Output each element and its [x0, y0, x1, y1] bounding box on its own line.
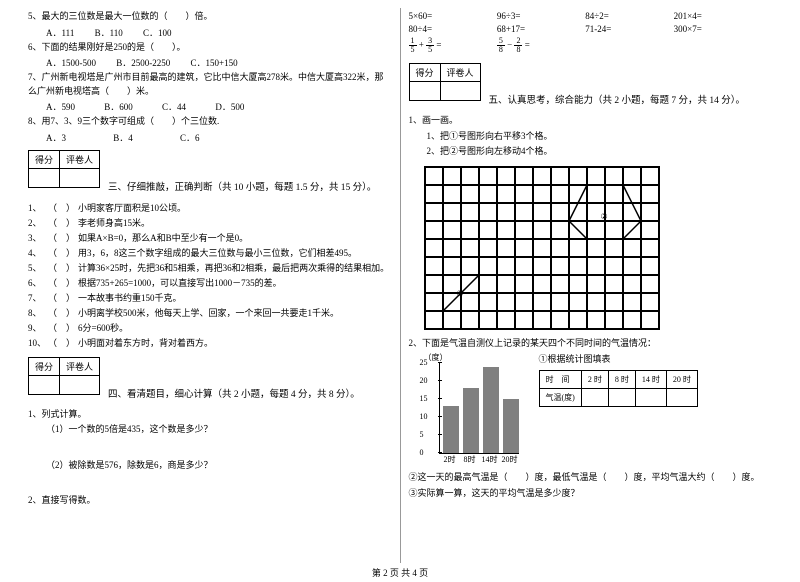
right-column: 5×60=96÷3=84÷2=201×4= 80÷4=68+17=71-24=30… [401, 8, 781, 563]
q4-2: 2、直接写得数。 [28, 494, 392, 508]
score-label: 得分 [29, 150, 60, 168]
calc-item: 71-24= [585, 24, 673, 34]
tf-list: 1、（ ）小明家客厅面积是10公顷。 2、（ ）李老师身高15米。 3、（ ）如果A… [28, 201, 392, 349]
tf-item: 5、（ ）计算36×25时，先把36和5相乘，再把36和2相乘，最后把两次乘得的… [28, 261, 392, 274]
tf-item: 3、（ ）如果A×B=0，那么A和B中至少有一个是0。 [28, 231, 392, 244]
table-block: ①根据统计图填表 时 间2 时8 时14 时20 时 气温(度) [539, 352, 698, 407]
bar [443, 406, 459, 453]
calc-item: 96÷3= [497, 11, 585, 21]
score-box: 得分评卷人 [409, 63, 481, 101]
q8: 8、用7、3、9三个数字可组成（ ）个三位数. [28, 115, 392, 129]
frac-expr: 58 − 28 = [497, 37, 585, 54]
bar [503, 399, 519, 453]
q4-1a: （1）一个数的5倍是435，这个数是多少？ [46, 423, 392, 437]
opt: A．3 [46, 133, 66, 143]
bar-chart: 0510152025 [439, 363, 519, 454]
reviewer-label: 评卷人 [60, 357, 100, 375]
q5: 5、最大的三位数是最大一位数的（ ）倍。 [28, 10, 392, 24]
q8-options: A．3 B．4 C．6 [46, 131, 392, 144]
opt: D．500 [215, 102, 244, 112]
opt: C．6 [180, 133, 200, 143]
q7: 7、广州新电视塔是广州市目前最高的建筑，它比中信大厦高278米。中信大厦高322… [28, 71, 392, 98]
chart-block: （度） 0510152025 2时8时14时20时 [409, 352, 519, 465]
calc-item: 5×60= [409, 11, 497, 21]
q6: 6、下面的结果刚好是250的是（ ）。 [28, 41, 392, 55]
left-column: 5、最大的三位数是最大一位数的（ ）倍。 A．111 B．110 C．100 6… [20, 8, 400, 563]
opt: B．600 [104, 102, 133, 112]
tf-item: 2、（ ）李老师身高15米。 [28, 216, 392, 229]
r-q2b: ②这一天的最高气温是（ ）度，最低气温是（ ）度，平均气温大约（ ）度。 [409, 471, 773, 485]
tf-item: 4、（ ）用3，6，8这三个数字组成的最大三位数与最小三位数，它们相差495。 [28, 246, 392, 259]
table-head: ①根据统计图填表 [539, 352, 698, 365]
chart-and-table: （度） 0510152025 2时8时14时20时 ①根据统计图填表 时 间2 … [409, 352, 773, 465]
r-q2c: ③实际算一算，这天的平均气温是多少度？ [409, 487, 773, 501]
calc-row: 80÷4=68+17=71-24=300×7= [409, 24, 763, 34]
r-q1: 1、画一画。 [409, 114, 773, 128]
tf-item: 7、（ ）一本故事书约重150千克。 [28, 291, 392, 304]
opt: A．111 [46, 28, 74, 38]
score-box: 得分评卷人 [28, 150, 100, 188]
section3-title: 三、仔细推敲，正确判断（共 10 小题，每题 1.5 分，共 15 分）。 [108, 179, 392, 193]
section4-title: 四、看清题目，细心计算（共 2 小题，每题 4 分，共 8 分）。 [108, 386, 392, 400]
opt: A．1500-500 [46, 58, 96, 68]
q7-options: A．590 B．600 C．44 D．500 [46, 100, 392, 113]
opt: C．150+150 [191, 58, 238, 68]
opt: B．2500-2250 [116, 58, 170, 68]
tf-item: 9、（ ）6分=600秒。 [28, 321, 392, 334]
grid-figure: ② ① [424, 166, 660, 330]
opt: C．44 [162, 102, 186, 112]
q6-options: A．1500-500 B．2500-2250 C．150+150 [46, 56, 392, 69]
section5-title: 五、认真思考，综合能力（共 2 小题，每题 7 分，共 14 分）。 [489, 92, 773, 106]
calc-row: 5×60=96÷3=84÷2=201×4= [409, 11, 763, 21]
opt: C．100 [143, 28, 172, 38]
bar [483, 367, 499, 453]
score-label: 得分 [409, 64, 440, 82]
calc-item: 68+17= [497, 24, 585, 34]
calc-item: 80÷4= [409, 24, 497, 34]
calc-rows: 5×60=96÷3=84÷2=201×4= 80÷4=68+17=71-24=30… [409, 11, 773, 34]
tf-item: 8、（ ）小明离学校500米，他每天上学、回家，一个来回一共要走1千米。 [28, 306, 392, 319]
q4-1: 1、列式计算。 [28, 408, 392, 422]
q5-options: A．111 B．110 C．100 [46, 26, 392, 39]
calc-item: 201×4= [674, 11, 762, 21]
tf-item: 1、（ ）小明家客厅面积是10公顷。 [28, 201, 392, 214]
bar [463, 388, 479, 453]
score-label: 得分 [29, 357, 60, 375]
data-table: 时 间2 时8 时14 时20 时 气温(度) [539, 370, 698, 407]
opt: B．110 [95, 28, 123, 38]
calc-item: 300×7= [674, 24, 762, 34]
page-container: 5、最大的三位数是最大一位数的（ ）倍。 A．111 B．110 C．100 6… [0, 0, 800, 563]
opt: A．590 [46, 102, 75, 112]
r-q2: 2、下面是气温自测仪上记录的某天四个不同时间的气温情况： [409, 337, 773, 351]
frac-expr: 15 + 35 = [409, 37, 497, 54]
score-box: 得分评卷人 [28, 357, 100, 395]
frac-row: 15 + 35 = 58 − 28 = [409, 37, 763, 54]
reviewer-label: 评卷人 [440, 64, 480, 82]
x-labels: 2时8时14时20时 [442, 454, 519, 465]
tf-item: 10、（ ）小明面对着东方时，背对着西方。 [28, 336, 392, 349]
tf-item: 6、（ ）根据735+265=1000，可以直接写出1000－735的差。 [28, 276, 392, 289]
r-q1b: 2、把②号图形向左移动4个格。 [427, 145, 773, 159]
calc-item: 84÷2= [585, 11, 673, 21]
r-q1a: 1、把①号图形向右平移3个格。 [427, 130, 773, 144]
page-footer: 第 2 页 共 4 页 [0, 563, 800, 582]
reviewer-label: 评卷人 [60, 150, 100, 168]
opt: B．4 [113, 133, 133, 143]
q4-1b: （2）被除数是576，除数是6，商是多少？ [46, 459, 392, 473]
